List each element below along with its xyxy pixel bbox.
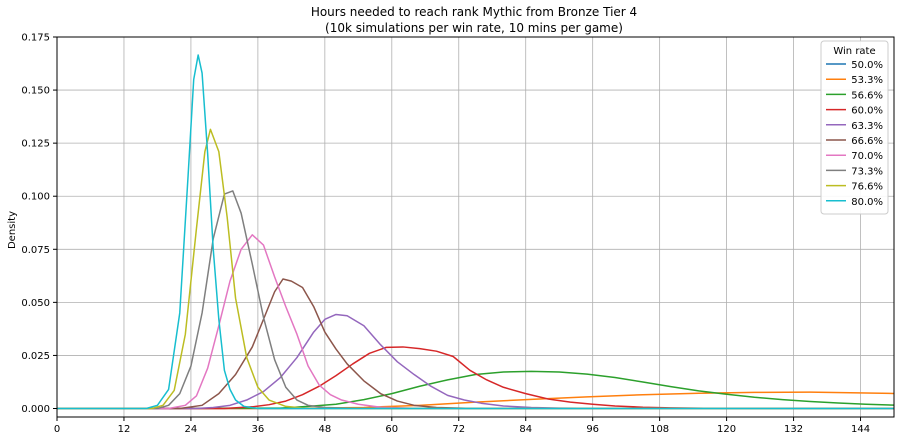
legend-entry-label: 70.0% bbox=[851, 151, 883, 162]
x-tick-label: 24 bbox=[185, 424, 198, 435]
legend-entry-label: 73.3% bbox=[851, 166, 883, 177]
y-tick-label: 0.025 bbox=[21, 351, 50, 362]
plot-frame bbox=[56, 36, 895, 418]
x-tick-label: 84 bbox=[519, 424, 532, 435]
series-line-70-0pct bbox=[57, 234, 894, 410]
series-line-56-6pct bbox=[56, 370, 895, 410]
y-tick-label: 0.000 bbox=[21, 404, 50, 415]
legend-entry-label: 76.6% bbox=[851, 182, 883, 193]
x-tick-label: 60 bbox=[385, 424, 398, 435]
series-line-73-3pct bbox=[57, 190, 894, 410]
x-tick-label: 48 bbox=[318, 424, 331, 435]
series-line-80-0pct bbox=[57, 54, 894, 410]
series-line-53-3pct bbox=[57, 391, 895, 410]
x-tick-label: 132 bbox=[784, 424, 803, 435]
y-tick-label: 0.175 bbox=[21, 33, 50, 44]
legend: Win rate 50.0% 53.3% 56.6% 60.0% 63.3% 66.6% 70… bbox=[820, 40, 889, 215]
x-tick-label: 36 bbox=[252, 424, 265, 435]
x-tick-label: 108 bbox=[650, 424, 669, 435]
series-line-63-3pct bbox=[57, 313, 894, 410]
y-tick-label: 0.075 bbox=[21, 245, 50, 256]
legend-entry-label: 53.3% bbox=[851, 75, 883, 86]
x-tick-label: 72 bbox=[452, 424, 465, 435]
x-tick-label: 96 bbox=[586, 424, 599, 435]
series-line-66-6pct bbox=[57, 278, 894, 410]
y-tick-label: 0.125 bbox=[21, 139, 50, 150]
legend-entry-label: 80.0% bbox=[851, 197, 883, 208]
series-line-60-0pct bbox=[57, 346, 894, 410]
series-line-76-6pct bbox=[57, 128, 894, 410]
legend-title: Win rate bbox=[833, 46, 875, 57]
y-tick-label: 0.050 bbox=[21, 298, 50, 309]
x-tick-label: 144 bbox=[851, 424, 870, 435]
y-tick-label: 0.100 bbox=[21, 192, 50, 203]
plot-area: 0 12 24 36 48 60 72 84 96 108 120 132 144 0.000 0.025 0… bbox=[21, 33, 895, 435]
legend-entry-label: 50.0% bbox=[851, 60, 883, 71]
x-tick-label: 120 bbox=[717, 424, 736, 435]
y-axis-label: Density bbox=[7, 211, 18, 249]
legend-entry-label: 66.6% bbox=[851, 136, 883, 147]
x-tick-label: 12 bbox=[118, 424, 131, 435]
x-tick-label: 0 bbox=[54, 424, 60, 435]
y-tick-label: 0.150 bbox=[21, 86, 50, 97]
legend-entry-label: 63.3% bbox=[851, 121, 883, 132]
chart-subtitle: (10k simulations per win rate, 10 mins p… bbox=[325, 21, 623, 35]
legend-entry-label: 56.6% bbox=[851, 90, 883, 101]
chart-title: Hours needed to reach rank Mythic from B… bbox=[311, 5, 637, 19]
legend-entry-label: 60.0% bbox=[851, 106, 883, 117]
